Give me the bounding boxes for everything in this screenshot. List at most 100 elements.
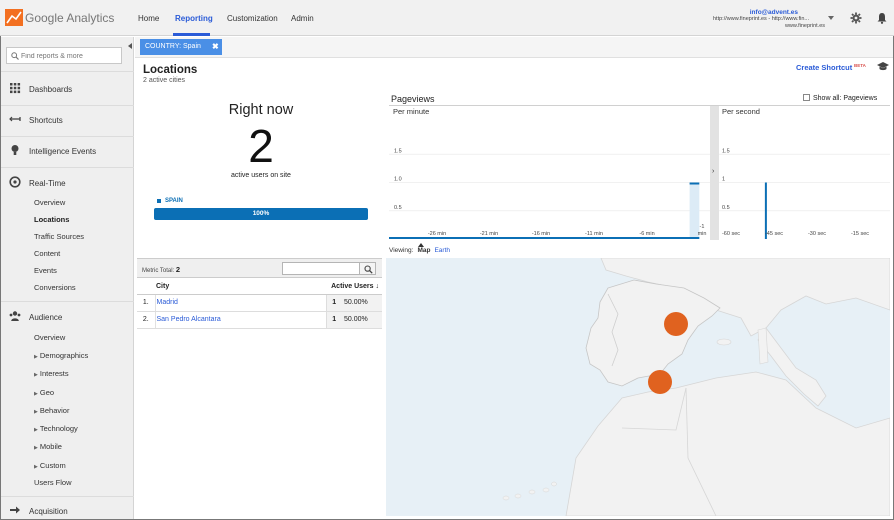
sidebar-item-acquisition[interactable]: Acquisition bbox=[1, 504, 134, 518]
x-tick-label: -45 sec bbox=[765, 231, 783, 237]
page-title: Locations bbox=[143, 64, 198, 76]
lightbulb-icon bbox=[11, 145, 19, 155]
sidebar-label: Intelligence Events bbox=[29, 147, 97, 156]
row-users: 1 bbox=[325, 311, 342, 329]
sidebar-item-label: Technology bbox=[39, 424, 78, 433]
y-tick-label: 1.5 bbox=[722, 148, 730, 154]
per-minute-chart: Per minute 1.5 1.0 0.5 -26 min -21 min -16 min… bbox=[389, 107, 710, 239]
search-icon bbox=[364, 265, 373, 274]
sidebar-item-aud-custom[interactable]: ▶ Custom bbox=[34, 461, 66, 470]
caret-right-icon: ▶ bbox=[34, 445, 38, 451]
acquisition-icon bbox=[10, 506, 20, 514]
account-email[interactable]: info@advent.es bbox=[749, 9, 798, 16]
x-tick-label: -21 min bbox=[480, 231, 498, 237]
minute-bar-cap bbox=[689, 182, 700, 185]
row-rank: 1. bbox=[137, 294, 155, 312]
divider bbox=[1, 105, 134, 106]
sidebar-item-audience[interactable]: Audience bbox=[1, 310, 134, 324]
divider bbox=[1, 496, 134, 497]
y-tick-label: 1.0 bbox=[394, 177, 402, 183]
sidebar-item-aud-geo[interactable]: ▶ Geo bbox=[34, 388, 54, 397]
create-shortcut-link[interactable]: Create Shortcut bbox=[796, 63, 853, 72]
sidebar-item-rt-locations[interactable]: Locations bbox=[34, 215, 70, 224]
report-search[interactable] bbox=[6, 47, 122, 64]
nav-customization[interactable]: Customization bbox=[227, 14, 278, 23]
tab-map[interactable]: Map bbox=[417, 247, 431, 254]
sidebar-item-aud-overview[interactable]: Overview bbox=[34, 333, 66, 342]
active-users-label: active users on site bbox=[231, 172, 291, 179]
chevron-right-icon[interactable]: › bbox=[712, 168, 715, 175]
sidebar-item-aud-behavior[interactable]: ▶ Behavior bbox=[34, 406, 69, 415]
search-icon bbox=[11, 52, 19, 60]
nav-home[interactable]: Home bbox=[138, 14, 160, 23]
caret-right-icon: ▶ bbox=[34, 427, 38, 433]
graduation-cap-icon[interactable] bbox=[877, 61, 889, 71]
checkbox[interactable] bbox=[803, 94, 810, 101]
sidebar-item-aud-interests[interactable]: ▶ Interests bbox=[34, 369, 69, 378]
table-filter-input[interactable] bbox=[282, 262, 360, 275]
sidebar-item-label: Geo bbox=[39, 388, 55, 397]
map-view[interactable] bbox=[386, 258, 890, 516]
country-filter-chip[interactable]: COUNTRY: Spain ✖ bbox=[140, 39, 222, 55]
sidebar-item-rt-overview[interactable]: Overview bbox=[34, 198, 66, 207]
divider bbox=[1, 167, 134, 168]
nav-admin[interactable]: Admin bbox=[291, 14, 314, 23]
view-switcher: Viewing: Map Earth bbox=[389, 247, 450, 254]
x-tick-label: -6 min bbox=[639, 231, 654, 237]
row-city-link[interactable]: San Pedro Alcantara bbox=[154, 311, 326, 329]
caret-right-icon: ▶ bbox=[34, 391, 38, 397]
metric-total: Metric Total: 2 bbox=[142, 265, 180, 274]
collapse-sidebar-icon[interactable] bbox=[125, 41, 135, 51]
sidebar-item-aud-demographics[interactable]: ▶ Demographics bbox=[34, 351, 88, 360]
sidebar-item-rt-content[interactable]: Content bbox=[34, 249, 61, 258]
table-search-button[interactable] bbox=[359, 262, 376, 275]
search-input[interactable] bbox=[21, 50, 119, 62]
nav-active-indicator bbox=[173, 33, 210, 36]
gear-icon[interactable] bbox=[850, 12, 862, 24]
chevron-down-icon[interactable] bbox=[828, 16, 834, 20]
sidebar-label: Dashboards bbox=[29, 85, 73, 94]
sidebar-item-rt-conversions[interactable]: Conversions bbox=[34, 283, 76, 292]
table-toolbar: Metric Total: 2 bbox=[137, 258, 382, 278]
progress-percent: 100% bbox=[252, 210, 270, 217]
caret-right-icon: ▶ bbox=[34, 464, 38, 470]
nav-reporting[interactable]: Reporting bbox=[175, 14, 213, 23]
sidebar-item-shortcuts[interactable]: Shortcuts bbox=[1, 113, 134, 127]
sidebar-item-label: Interests bbox=[39, 369, 69, 378]
sidebar-item-real-time[interactable]: Real-Time bbox=[1, 176, 134, 190]
map-canvas[interactable] bbox=[386, 258, 890, 516]
clock-icon bbox=[9, 176, 21, 188]
country-label: SPAIN bbox=[165, 198, 183, 204]
x-tick-label: min bbox=[698, 231, 707, 237]
show-all-label: Show all: Pageviews bbox=[813, 95, 878, 102]
table-row: 1. Madrid 1 50.00% bbox=[137, 294, 382, 312]
active-tab-marker bbox=[418, 243, 424, 247]
active-users-header[interactable]: Active Users ↓ bbox=[326, 279, 382, 295]
second-spike bbox=[764, 182, 767, 239]
sidebar-item-rt-traffic-sources[interactable]: Traffic Sources bbox=[34, 232, 85, 241]
map-marker-san-pedro-alcantara[interactable] bbox=[648, 370, 672, 394]
sidebar-item-intelligence-events[interactable]: Intelligence Events bbox=[1, 144, 134, 158]
close-icon[interactable]: ✖ bbox=[212, 42, 219, 51]
sidebar-item-aud-technology[interactable]: ▶ Technology bbox=[34, 424, 78, 433]
account-property[interactable]: http://www.fineprint.es - http://www.fin… bbox=[713, 16, 809, 22]
sidebar-item-aud-users-flow[interactable]: Users Flow bbox=[34, 478, 72, 487]
account-view[interactable]: www.fineprint.es bbox=[784, 23, 825, 29]
sidebar-item-aud-mobile[interactable]: ▶ Mobile bbox=[34, 442, 62, 451]
table-header-row: City Active Users ↓ bbox=[137, 279, 382, 295]
divider bbox=[1, 136, 134, 137]
show-all-toggle[interactable]: Show all: Pageviews bbox=[803, 94, 877, 102]
row-city-link[interactable]: Madrid bbox=[154, 294, 326, 312]
bell-icon[interactable] bbox=[876, 12, 888, 24]
filter-bar: COUNTRY: Spain ✖ bbox=[135, 37, 893, 58]
active-users-header-label: Active Users bbox=[331, 282, 374, 290]
sidebar-item-dashboards[interactable]: Dashboards bbox=[1, 82, 134, 96]
x-tick-label: -11 min bbox=[585, 231, 603, 237]
x-tick-label: -60 sec bbox=[722, 231, 740, 237]
sidebar-item-rt-events[interactable]: Events bbox=[34, 266, 57, 275]
map-marker-madrid[interactable] bbox=[664, 312, 688, 336]
tab-earth[interactable]: Earth bbox=[434, 247, 450, 254]
city-header[interactable]: City bbox=[155, 279, 326, 295]
y-tick-label: 0.5 bbox=[722, 205, 730, 211]
progress-fill bbox=[154, 208, 368, 220]
